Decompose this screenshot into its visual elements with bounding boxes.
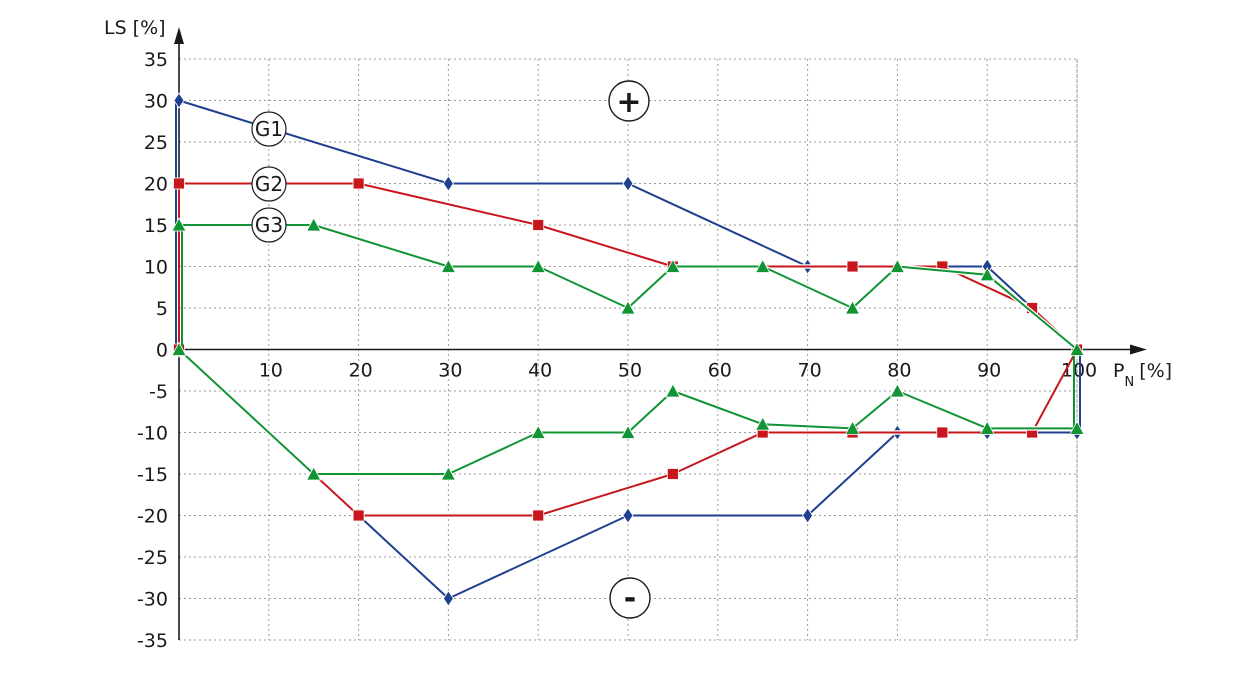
negative-region-marker: -	[609, 577, 651, 619]
data-point	[802, 507, 814, 524]
data-point	[532, 509, 545, 522]
y-tick-label: 0	[156, 340, 168, 362]
y-axis-arrow	[174, 27, 184, 44]
data-point	[1069, 420, 1085, 435]
data-point	[936, 426, 949, 439]
x-tick-label: 70	[798, 360, 822, 382]
y-tick-label: 5	[156, 298, 168, 320]
data-point	[979, 266, 995, 282]
x-tick-label: 40	[528, 360, 552, 382]
x-axis-label-unit: [%]	[1139, 360, 1172, 382]
data-point	[530, 424, 546, 439]
data-point	[173, 177, 185, 190]
data-point	[846, 260, 859, 273]
y-tick-label: -5	[149, 381, 168, 403]
series-label-g2: G2	[251, 166, 287, 202]
series-label-g3: G3	[251, 207, 287, 243]
x-axis-label-main: P	[1113, 360, 1124, 382]
data-point	[620, 424, 636, 439]
series-g1-upper-line	[178, 99, 1078, 351]
x-axis-arrow	[1130, 344, 1147, 355]
x-tick-label: 10	[259, 360, 283, 382]
negative-region-circle	[609, 577, 651, 619]
data-point	[306, 217, 322, 232]
data-point	[173, 92, 185, 109]
data-point	[622, 175, 634, 192]
data-point	[620, 300, 636, 315]
data-point	[844, 300, 861, 315]
x-tick-label: 50	[618, 360, 642, 382]
data-point	[440, 258, 457, 273]
y-tick-label: 10	[144, 257, 168, 279]
series-labels: G1 G2 G3	[251, 111, 287, 243]
positive-region-circle	[608, 80, 650, 122]
data-point	[979, 420, 995, 435]
positive-region-marker: +	[608, 80, 650, 122]
data-point	[844, 420, 861, 435]
data-point	[889, 258, 906, 273]
data-point	[532, 219, 545, 231]
data-point	[352, 509, 365, 522]
x-axis-label: PN [%]	[1113, 360, 1172, 390]
data-point	[171, 217, 187, 232]
x-tick-label: 20	[349, 360, 373, 382]
series-label-circle	[251, 111, 287, 147]
data-point	[442, 175, 454, 192]
data-point	[755, 416, 771, 431]
y-tick-label: 15	[144, 215, 168, 237]
y-tick-label: -35	[137, 630, 168, 652]
series-label-circle	[251, 207, 287, 243]
x-tick-label: 80	[887, 360, 911, 382]
x-tick-label: 60	[708, 360, 732, 382]
x-axis-label-sub: N	[1124, 375, 1134, 390]
y-tick-label: 30	[144, 91, 168, 113]
positive-region-label: +	[616, 85, 641, 120]
series-g3	[171, 217, 1085, 481]
data-point	[665, 383, 681, 398]
series-label-g1: G1	[251, 111, 287, 147]
y-tick-label: -20	[137, 506, 168, 528]
negative-region-label: -	[624, 581, 636, 616]
series-label-text: G3	[255, 213, 283, 237]
data-point	[440, 466, 457, 481]
data-point	[171, 341, 187, 356]
series-label-text: G2	[255, 172, 283, 196]
data-point	[889, 383, 906, 398]
y-axis-label: LS [%]	[104, 17, 166, 39]
y-tick-label: 25	[144, 132, 168, 154]
data-point	[530, 258, 546, 273]
x-tick-label: 90	[977, 360, 1001, 382]
series-g1	[173, 92, 1083, 607]
y-tick-label: -25	[137, 547, 168, 569]
x-tick-label: 30	[438, 360, 462, 382]
y-tick-label: 20	[144, 174, 168, 196]
axes	[174, 27, 1147, 640]
data-point	[755, 258, 771, 273]
data-point	[306, 466, 322, 481]
y-tick-label: -10	[137, 423, 168, 445]
series-g2-lower-line	[178, 348, 1033, 517]
series-label-text: G1	[255, 117, 283, 141]
y-tick-label: -15	[137, 464, 168, 486]
series	[171, 92, 1085, 607]
series-g2-right-edge	[1031, 349, 1078, 433]
data-point	[665, 258, 681, 273]
data-point	[442, 590, 454, 607]
y-tick-label: 35	[144, 49, 168, 71]
y-tick-label: -30	[137, 589, 168, 611]
data-point	[1069, 341, 1085, 356]
series-label-circle	[251, 166, 287, 202]
data-point	[622, 507, 634, 524]
data-point	[352, 177, 365, 190]
data-point	[667, 468, 679, 480]
